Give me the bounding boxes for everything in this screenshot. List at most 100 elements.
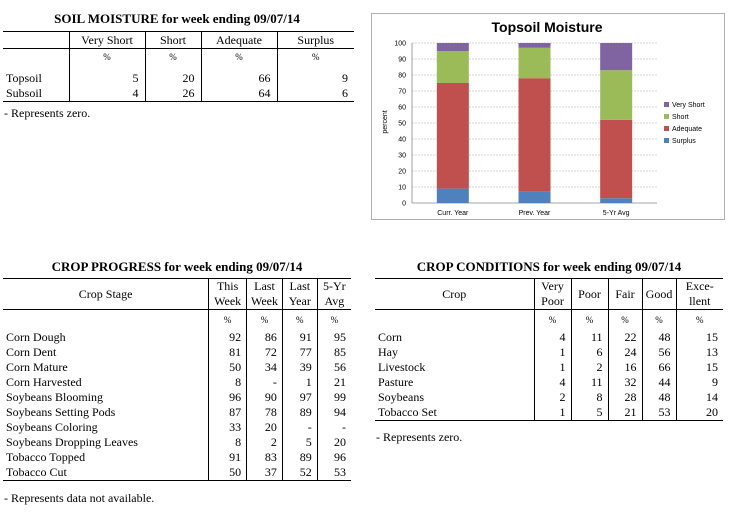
soil-col-header: Adequate bbox=[200, 31, 278, 49]
table-row: Livestock 1 2 16 66 15 bbox=[375, 360, 723, 375]
soil-moisture-table: Very Short Short Adequate Surplus % % % … bbox=[3, 31, 354, 102]
cell-value: 4 bbox=[533, 375, 571, 390]
row-label: Corn Mature bbox=[6, 360, 68, 374]
cell-value: 2 bbox=[570, 360, 608, 375]
cell-value: 52 bbox=[281, 465, 318, 481]
crop-header: Crop bbox=[375, 278, 535, 310]
cell-value: 96 bbox=[316, 450, 351, 465]
legend-swatch bbox=[664, 114, 669, 119]
cell-value: 91 bbox=[208, 450, 247, 465]
cell-value: 99 bbox=[316, 390, 351, 405]
cell-value: 91 bbox=[281, 330, 318, 345]
soil-header-blank bbox=[3, 31, 70, 49]
cell-value: 4 bbox=[68, 86, 145, 102]
unit-label: % bbox=[144, 48, 201, 65]
row-label: Tobacco Cut bbox=[3, 465, 209, 481]
chart-y-axis-label: percent bbox=[382, 110, 389, 133]
y-tick-label: 80 bbox=[398, 73, 406, 80]
unit-label: % bbox=[68, 48, 145, 65]
table-row: Corn Dent 81 72 77 85 bbox=[3, 345, 351, 360]
table-row: Tobacco Topped 91 83 89 96 bbox=[3, 450, 351, 465]
cell-value: 50 bbox=[208, 465, 247, 481]
cell-value: 89 bbox=[281, 405, 318, 420]
table-row: Tobacco Cut 50 37 52 53 bbox=[3, 465, 351, 481]
soil-moisture-title: SOIL MOISTURE for week ending 09/07/14 bbox=[54, 11, 300, 26]
bar-segment bbox=[518, 43, 551, 48]
cell-value: 1 bbox=[281, 375, 318, 390]
unit-label: % bbox=[281, 309, 318, 330]
bar-segment bbox=[518, 78, 551, 192]
bar-segment bbox=[600, 119, 633, 199]
cell-value: 9 bbox=[276, 71, 354, 86]
bar-segment bbox=[600, 43, 633, 71]
cell-value: 21 bbox=[607, 405, 642, 421]
unit-label: % bbox=[533, 309, 571, 330]
soil-col-header: Surplus bbox=[276, 31, 354, 49]
row-label: Pasture bbox=[378, 375, 414, 389]
unit-label: % bbox=[200, 48, 277, 65]
table-row: Soybeans Coloring 33 20- - bbox=[3, 420, 351, 435]
cell-value: 33 bbox=[208, 420, 247, 435]
bar-segment bbox=[518, 47, 551, 79]
cell-value: 72 bbox=[246, 345, 283, 360]
legend-label: Short bbox=[672, 114, 689, 121]
table-row: Soybeans Setting Pods 87 78 89 94 bbox=[3, 405, 351, 420]
cell-value: 13 bbox=[675, 345, 723, 360]
cell-value: 56 bbox=[316, 360, 351, 375]
cell-value: 77 bbox=[281, 345, 318, 360]
cell-value: 97 bbox=[281, 390, 318, 405]
cell-value: - bbox=[316, 420, 351, 435]
chart-title: Topsoil Moisture bbox=[492, 19, 603, 35]
cell-value: 2 bbox=[533, 390, 571, 405]
cell-value: 64 bbox=[200, 86, 277, 102]
row-label: Soybeans Dropping Leaves bbox=[6, 435, 138, 449]
soil-header-row: Very Short Short Adequate Surplus bbox=[3, 31, 354, 49]
row-label: Tobacco Set bbox=[375, 405, 534, 421]
y-tick-label: 90 bbox=[398, 57, 406, 64]
cell-value: 81 bbox=[208, 345, 247, 360]
cell-value: 28 bbox=[607, 390, 642, 405]
cell-value: 66 bbox=[641, 360, 676, 375]
progress-col-header: 5-Yr Avg bbox=[316, 278, 351, 310]
legend-swatch bbox=[664, 102, 669, 107]
table-row: Corn Dough 92 86 91 95 bbox=[3, 330, 351, 345]
y-tick-label: 70 bbox=[398, 89, 406, 96]
row-label: Livestock bbox=[378, 360, 426, 374]
cell-value: 87 bbox=[208, 405, 247, 420]
legend-label: Very Short bbox=[672, 102, 705, 109]
cell-value: 32 bbox=[607, 375, 642, 390]
cell-value: 90 bbox=[246, 390, 283, 405]
row-label: Soybeans Blooming bbox=[6, 390, 104, 404]
cell-value: 95 bbox=[316, 330, 351, 345]
unit-label: % bbox=[316, 309, 351, 330]
row-label: Corn Harvested bbox=[6, 375, 82, 389]
legend-label: Surplus bbox=[672, 138, 696, 145]
progress-units-row: % % % % bbox=[3, 309, 351, 330]
conditions-note: - Represents zero. bbox=[376, 430, 463, 444]
bar-segment bbox=[518, 191, 551, 203]
y-tick-label: 20 bbox=[398, 169, 406, 176]
row-label: Subsoil bbox=[3, 86, 69, 102]
crop-conditions-table: Crop Very Poor Poor Fair Good Exce-llent … bbox=[375, 278, 723, 421]
cell-value: 53 bbox=[316, 465, 351, 481]
x-tick-label: Prev. Year bbox=[519, 210, 551, 217]
cell-value: 20 bbox=[316, 435, 351, 450]
y-tick-label: 0 bbox=[402, 201, 406, 208]
cell-value: 26 bbox=[144, 86, 201, 102]
cell-value: 66 bbox=[200, 71, 277, 86]
table-row: Soybeans 2 8 28 48 14 bbox=[375, 390, 723, 405]
y-tick-label: 60 bbox=[398, 105, 406, 112]
table-row: Hay 1 6 24 56 13 bbox=[375, 345, 723, 360]
cell-value: 15 bbox=[675, 330, 723, 345]
cell-value: 85 bbox=[316, 345, 351, 360]
legend-swatch bbox=[664, 138, 669, 143]
progress-header-row: Crop Stage This Week Last Week Last Year 5-… bbox=[3, 278, 351, 310]
x-tick-label: Curr. Year bbox=[437, 210, 469, 217]
cell-value: 1 bbox=[533, 360, 571, 375]
conditions-col-header: Fair bbox=[607, 278, 643, 310]
cell-value: 86 bbox=[246, 330, 283, 345]
table-row: Corn 4 11 22 48 15 bbox=[375, 330, 723, 345]
row-label: Soybeans Setting Pods bbox=[6, 405, 116, 419]
table-row: Tobacco Set 1 5 21 53 20 bbox=[375, 405, 723, 421]
cell-value: 5 bbox=[570, 405, 608, 421]
